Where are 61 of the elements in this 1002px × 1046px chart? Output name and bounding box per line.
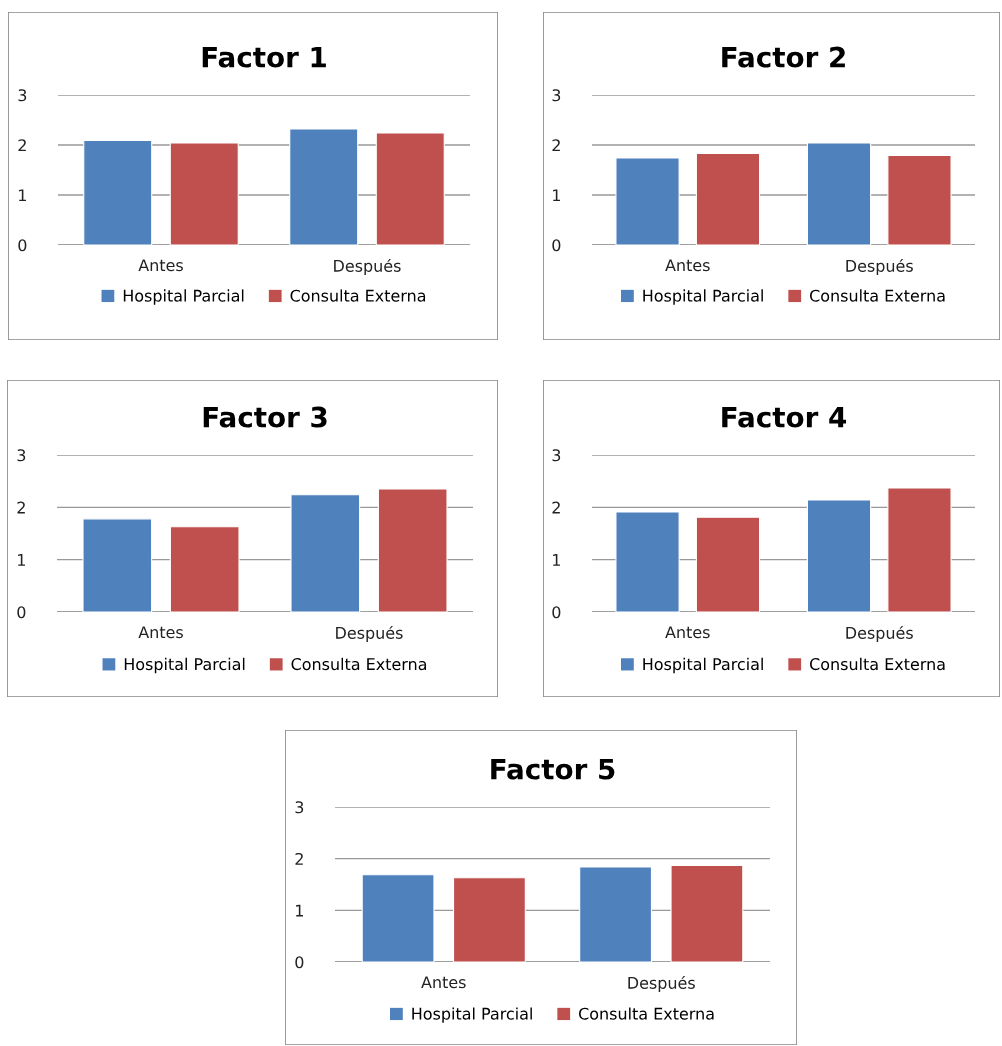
y-tick-label: 2	[18, 139, 26, 152]
legend-label: Consulta Externa	[290, 289, 426, 302]
x-tick-label: Después	[628, 975, 695, 992]
chart-title: Factor 2	[722, 46, 845, 68]
y-tick-label: 3	[17, 449, 26, 462]
y-tick-label: 3	[552, 449, 561, 462]
x-tick-label: Antes	[665, 259, 710, 272]
bar	[290, 494, 361, 612]
bar	[169, 142, 239, 245]
bar	[615, 511, 680, 612]
y-tick-label: 0	[18, 239, 27, 252]
x-tick-label: Antes	[421, 976, 466, 989]
x-tick-label: Después	[336, 625, 403, 642]
y-tick-label: 3	[552, 89, 561, 102]
bar	[615, 157, 680, 245]
bar	[169, 526, 240, 612]
y-tick-label: 1	[553, 189, 560, 202]
x-tick-label: Antes	[665, 626, 710, 639]
x-tick-label: Antes	[138, 259, 183, 272]
y-tick-label: 2	[552, 139, 560, 152]
bar	[82, 518, 153, 612]
x-tick-label: Después	[334, 258, 401, 275]
y-tick-label: 1	[18, 554, 25, 566]
bar	[377, 488, 448, 612]
bar	[289, 128, 359, 245]
chart-title: Factor 4	[722, 406, 847, 428]
bar	[83, 139, 153, 245]
x-tick-label: Después	[846, 258, 913, 275]
y-tick-label: 1	[553, 554, 560, 566]
y-tick-label: 3	[18, 89, 27, 102]
chart-title: Factor 1	[202, 46, 326, 68]
y-tick-label: 2	[552, 501, 560, 514]
legend-label: Consulta Externa	[291, 657, 427, 671]
legend-label: Hospital Parcial	[643, 289, 763, 305]
bar	[695, 516, 761, 612]
legend-label: Hospital Parcial	[124, 657, 245, 674]
bar	[887, 154, 952, 245]
y-tick-label: 2	[17, 501, 25, 514]
y-tick-label: 1	[19, 189, 26, 202]
chart-title: Factor 3	[203, 406, 327, 428]
bar	[806, 499, 872, 612]
bar	[375, 132, 445, 245]
legend-label: Consulta Externa	[578, 1007, 714, 1020]
x-tick-label: Antes	[138, 626, 183, 639]
y-tick-label: 0	[295, 956, 304, 969]
y-tick-label: 1	[296, 904, 303, 917]
bar	[695, 152, 761, 245]
bar	[806, 142, 872, 245]
y-tick-label: 0	[17, 606, 26, 619]
bar	[887, 487, 952, 612]
legend-label: Consulta Externa	[809, 657, 945, 671]
legend-label: Hospital Parcial	[643, 657, 763, 674]
y-tick-label: 0	[552, 239, 561, 252]
x-tick-label: Después	[846, 625, 913, 642]
y-tick-label: 0	[552, 606, 561, 619]
y-tick-label: 2	[295, 852, 303, 865]
legend-label: Hospital Parcial	[412, 1007, 532, 1023]
legend-label: Consulta Externa	[809, 289, 945, 302]
legend-label: Hospital Parcial	[123, 289, 244, 305]
y-tick-label: 3	[295, 801, 304, 814]
chart-title: Factor 5	[491, 758, 615, 780]
